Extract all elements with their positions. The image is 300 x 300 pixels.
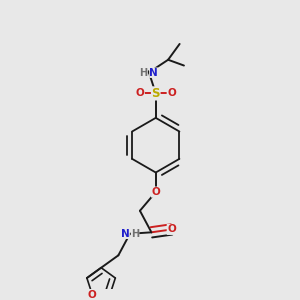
Text: S: S	[152, 87, 160, 100]
Text: H: H	[131, 229, 139, 239]
Text: O: O	[88, 290, 97, 300]
Text: O: O	[167, 88, 176, 98]
Text: N: N	[149, 68, 158, 78]
Text: O: O	[136, 88, 144, 98]
Text: N: N	[121, 229, 130, 239]
Text: H: H	[139, 68, 147, 78]
Text: O: O	[152, 187, 160, 197]
Text: O: O	[167, 224, 176, 234]
